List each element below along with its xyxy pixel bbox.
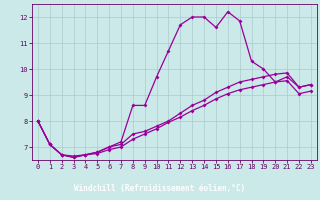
Text: Windchill (Refroidissement éolien,°C): Windchill (Refroidissement éolien,°C) — [75, 184, 245, 193]
